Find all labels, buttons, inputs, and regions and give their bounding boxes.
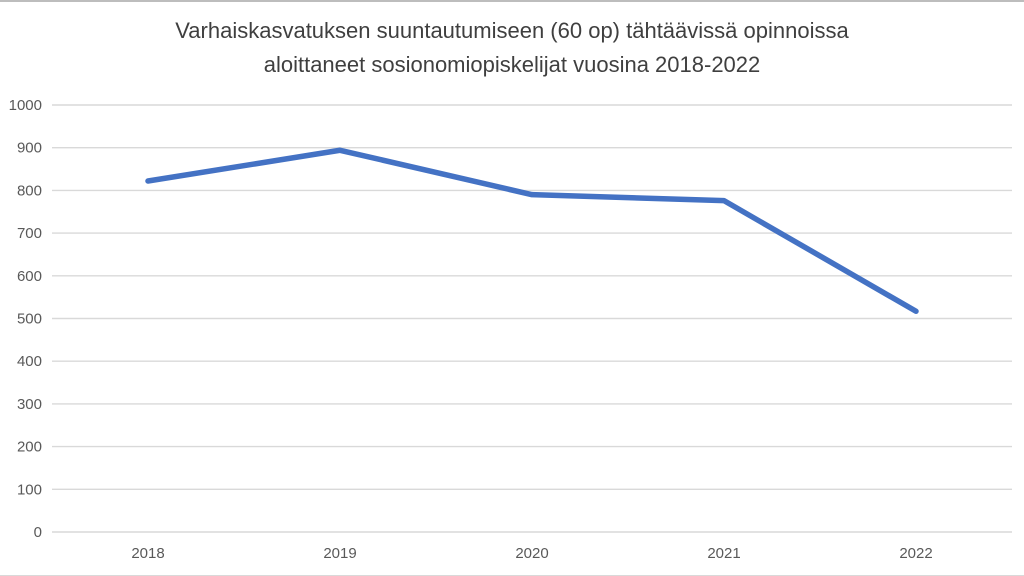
y-axis-tick-label: 600 xyxy=(17,268,42,285)
y-axis-tick-label: 300 xyxy=(17,396,42,413)
x-axis-tick-label: 2022 xyxy=(899,545,932,562)
x-axis-tick-label: 2020 xyxy=(515,545,548,562)
chart-title-line-1: Varhaiskasvatuksen suuntautumiseen (60 o… xyxy=(175,18,849,43)
y-axis-tick-label: 900 xyxy=(17,140,42,157)
chart-title: Varhaiskasvatuksen suuntautumiseen (60 o… xyxy=(0,14,1024,82)
y-axis-tick-label: 400 xyxy=(17,353,42,370)
x-axis-tick-label: 2018 xyxy=(131,545,164,562)
data-line-series xyxy=(145,147,919,314)
y-axis-tick-label: 0 xyxy=(34,524,42,541)
x-axis-tick-label: 2021 xyxy=(707,545,740,562)
y-axis-tick-label: 500 xyxy=(17,311,42,328)
chart-title-line-2: aloittaneet sosionomiopiskelijat vuosina… xyxy=(263,52,761,77)
y-axis-tick-label: 200 xyxy=(17,439,42,456)
y-axis-tick-label: 100 xyxy=(17,481,42,498)
x-axis-tick-label: 2019 xyxy=(323,545,356,562)
y-axis-tick-label: 800 xyxy=(17,182,42,199)
y-axis-tick-label: 1000 xyxy=(9,97,42,114)
y-axis-tick-label: 700 xyxy=(17,225,42,242)
